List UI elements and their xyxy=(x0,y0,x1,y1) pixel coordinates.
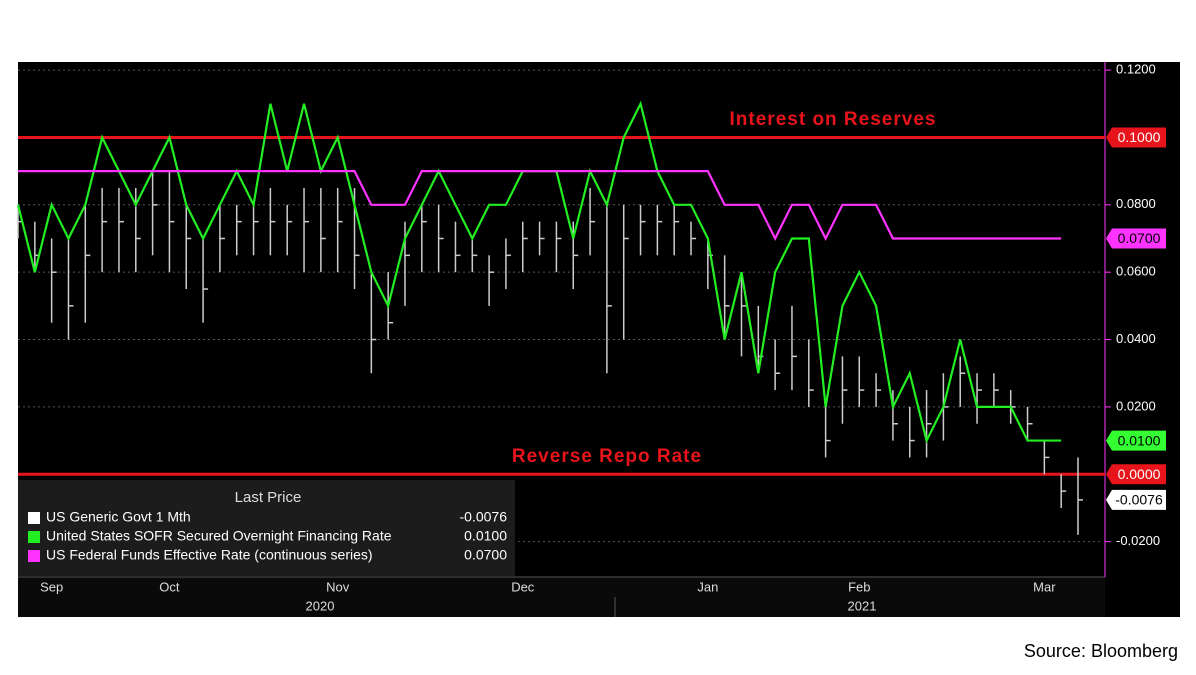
reference-label: Reverse Repo Rate xyxy=(512,446,702,467)
legend-value: -0.0076 xyxy=(460,509,508,525)
y-tick-label: 0.0400 xyxy=(1116,331,1156,346)
source: Source: Bloomberg xyxy=(1024,641,1178,661)
legend-swatch xyxy=(28,512,40,524)
y-tick-label: 0.0600 xyxy=(1116,264,1156,279)
value-tag xyxy=(1106,127,1166,148)
year-label: 2020 xyxy=(306,598,335,613)
x-tick-label: Dec xyxy=(511,579,535,594)
x-tick-label: Mar xyxy=(1033,579,1056,594)
series-line xyxy=(18,170,1062,241)
reference-label: Interest on Reserves xyxy=(730,109,937,130)
value-tag-label: 0.0700 xyxy=(1118,230,1161,246)
legend-label: US Federal Funds Effective Rate (continu… xyxy=(46,547,373,563)
y-tick-label: -0.0200 xyxy=(1116,533,1160,548)
legend-value: 0.0700 xyxy=(464,547,507,563)
legend-swatch xyxy=(28,531,40,543)
year-label: 2021 xyxy=(848,598,877,613)
y-tick-label: 0.1200 xyxy=(1116,62,1156,77)
value-tag xyxy=(1106,228,1166,249)
value-tag-label: 0.1000 xyxy=(1118,129,1161,145)
legend-label: US Generic Govt 1 Mth xyxy=(46,509,191,525)
x-axis-band xyxy=(18,577,1105,617)
x-tick-label: Oct xyxy=(159,579,180,594)
x-tick-label: Jan xyxy=(697,579,718,594)
value-tag xyxy=(1106,464,1166,485)
y-tick-label: 0.0800 xyxy=(1116,196,1156,211)
legend-box xyxy=(18,480,515,576)
value-tag-label: -0.0076 xyxy=(1115,492,1163,508)
legend-swatch xyxy=(28,550,40,562)
y-tick-label: 0.0200 xyxy=(1116,398,1156,413)
value-tag xyxy=(1106,430,1166,451)
value-tag xyxy=(1106,489,1166,510)
value-tag-label: 0.0000 xyxy=(1118,466,1161,482)
legend-value: 0.0100 xyxy=(464,528,507,544)
value-tag-label: 0.0100 xyxy=(1118,432,1161,448)
legend-title: Last Price xyxy=(235,489,302,506)
x-tick-label: Feb xyxy=(848,579,870,594)
x-tick-label: Sep xyxy=(40,579,63,594)
x-tick-label: Nov xyxy=(326,579,350,594)
legend-label: United States SOFR Secured Overnight Fin… xyxy=(46,528,392,544)
